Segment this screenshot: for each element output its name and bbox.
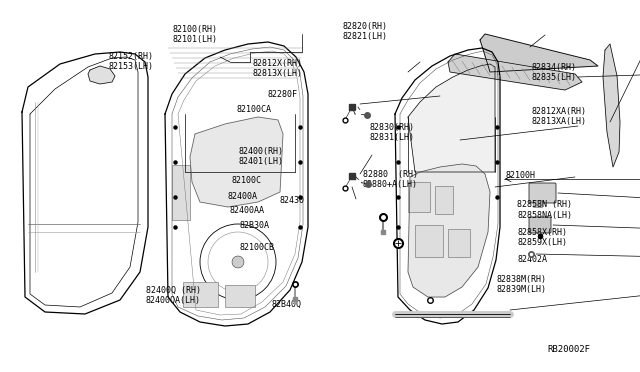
Text: 82813XA(LH): 82813XA(LH) [531, 117, 586, 126]
Text: 82400(RH): 82400(RH) [238, 147, 283, 155]
Polygon shape [480, 34, 598, 72]
Text: 82400A: 82400A [228, 192, 258, 201]
Bar [435, 186, 453, 214]
Text: 82100(RH): 82100(RH) [173, 25, 218, 34]
Text: RB20002F: RB20002F [548, 345, 591, 354]
Bar [225, 285, 255, 307]
Text: 82B40Q: 82B40Q [271, 300, 301, 309]
Text: 82100C: 82100C [232, 176, 262, 185]
Polygon shape [190, 117, 283, 207]
Text: 82820(RH): 82820(RH) [342, 22, 387, 31]
Text: 82400Q (RH): 82400Q (RH) [146, 286, 201, 295]
Text: 82834(RH): 82834(RH) [531, 63, 576, 72]
Text: 82400QA(LH): 82400QA(LH) [146, 296, 201, 305]
Text: 82100CA: 82100CA [237, 105, 272, 114]
Text: 82152(RH): 82152(RH) [109, 52, 154, 61]
FancyBboxPatch shape [529, 183, 556, 203]
Polygon shape [603, 44, 620, 167]
Text: 82280F: 82280F [268, 90, 298, 99]
Bar [183, 282, 218, 307]
Text: 82812X(RH): 82812X(RH) [253, 59, 303, 68]
Polygon shape [88, 66, 115, 84]
FancyBboxPatch shape [529, 217, 551, 233]
Text: 82B30A: 82B30A [239, 221, 269, 230]
Text: 82858NA(LH): 82858NA(LH) [517, 211, 572, 219]
Text: 82858X(RH): 82858X(RH) [517, 228, 567, 237]
Bar [448, 229, 470, 257]
Text: 82100H: 82100H [506, 171, 536, 180]
Text: 82821(LH): 82821(LH) [342, 32, 387, 41]
Text: 82153(LH): 82153(LH) [109, 62, 154, 71]
Text: 82858N (RH): 82858N (RH) [517, 201, 572, 209]
Text: 82831(LH): 82831(LH) [370, 133, 415, 142]
Text: 82838M(RH): 82838M(RH) [497, 275, 547, 284]
Polygon shape [448, 54, 582, 90]
Text: 82835(LH): 82835(LH) [531, 73, 576, 82]
Text: 82830(RH): 82830(RH) [370, 123, 415, 132]
FancyBboxPatch shape [534, 201, 543, 208]
Polygon shape [408, 164, 490, 297]
Text: 82839M(LH): 82839M(LH) [497, 285, 547, 294]
Text: 82880+A(LH): 82880+A(LH) [363, 180, 418, 189]
Bar [172, 165, 190, 220]
Circle shape [232, 256, 244, 268]
Bar [408, 182, 430, 212]
Text: 82400AA: 82400AA [229, 206, 264, 215]
Text: 82402A: 82402A [517, 255, 547, 264]
Text: 82812XA(RH): 82812XA(RH) [531, 107, 586, 116]
Text: 82813X(LH): 82813X(LH) [253, 69, 303, 78]
Bar [415, 225, 443, 257]
Text: 82100CB: 82100CB [239, 243, 275, 251]
Text: 82101(LH): 82101(LH) [173, 35, 218, 44]
Text: 82401(LH): 82401(LH) [238, 157, 283, 166]
Text: 82859X(LH): 82859X(LH) [517, 238, 567, 247]
Text: 82880  (RH): 82880 (RH) [363, 170, 418, 179]
Text: 82430: 82430 [279, 196, 304, 205]
Polygon shape [408, 64, 495, 172]
